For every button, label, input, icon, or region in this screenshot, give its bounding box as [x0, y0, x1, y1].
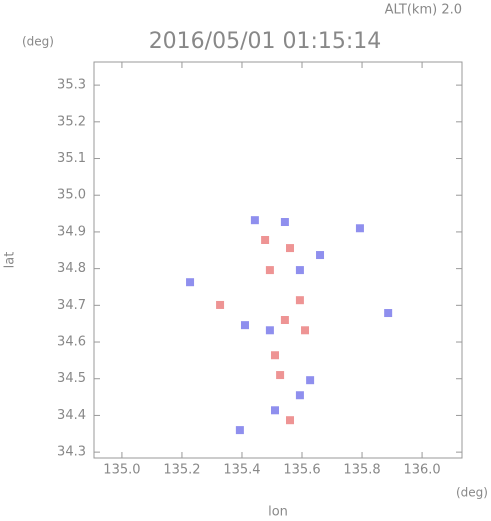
y-tick-label: 34.5 [57, 371, 86, 386]
y-tick-label: 35.1 [57, 151, 86, 166]
y-tick-label: 35.3 [57, 78, 86, 93]
point [295, 266, 304, 275]
y-axis-label: lat [3, 252, 18, 269]
chart-title: 2016/05/01 01:15:14 [149, 29, 382, 54]
point [280, 218, 289, 227]
y-tick-label: 34.6 [57, 335, 86, 350]
point [270, 406, 279, 415]
y-tick-label: 34.7 [57, 298, 86, 313]
point [384, 309, 393, 318]
point [301, 326, 310, 335]
point [280, 316, 289, 325]
y-tick-label: 34.3 [57, 445, 86, 460]
y-tick-label: 34.4 [57, 408, 86, 423]
plot-frame [93, 61, 463, 459]
x-tick-label: 135.8 [343, 463, 380, 478]
point [316, 251, 325, 260]
y-unit: (deg) [22, 35, 54, 49]
point [261, 235, 270, 244]
point [270, 351, 279, 360]
point [240, 321, 249, 330]
x-unit: (deg) [456, 486, 488, 500]
point [265, 266, 274, 275]
point [295, 391, 304, 400]
y-tick-label: 34.8 [57, 261, 86, 276]
point [286, 416, 295, 425]
x-axis-label: lon [268, 505, 288, 520]
point [250, 216, 259, 225]
x-tick-label: 135.0 [103, 463, 140, 478]
point [355, 224, 364, 233]
x-tick-label: 136.0 [403, 463, 440, 478]
point [216, 300, 225, 309]
point [265, 326, 274, 335]
point [306, 376, 315, 385]
y-tick-label: 35.0 [57, 188, 86, 203]
point [235, 426, 244, 435]
x-tick-label: 135.2 [163, 463, 200, 478]
y-tick-label: 34.9 [57, 224, 86, 239]
point [295, 296, 304, 305]
point [276, 371, 285, 380]
point [186, 278, 195, 287]
altitude-label: ALT(km) 2.0 [385, 3, 462, 18]
point [286, 244, 295, 253]
x-tick-label: 135.4 [223, 463, 260, 478]
y-tick-label: 35.2 [57, 114, 86, 129]
x-tick-label: 135.6 [283, 463, 320, 478]
